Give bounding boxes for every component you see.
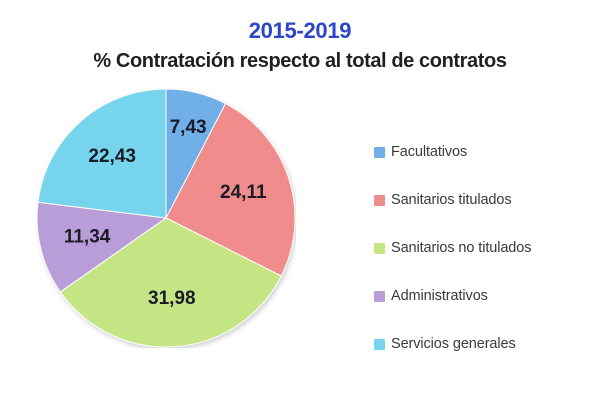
legend-item-label: Administrativos — [391, 288, 488, 304]
chart-legend: Facultativos Sanitarios titulados Sanitari… — [374, 128, 589, 368]
legend-color-swatch — [374, 290, 385, 302]
pie-slice — [37, 88, 167, 219]
pie-slice — [165, 102, 296, 277]
pie-data-labels: 7,43 24,11 31,98 11,34 22,43 — [64, 117, 267, 309]
pie-slices — [36, 88, 296, 348]
pie-svg: 7,43 24,11 31,98 11,34 22,43 — [36, 88, 296, 348]
legend-color-swatch — [374, 194, 385, 206]
legend-color-swatch — [374, 146, 385, 158]
legend-item: Sanitarios titulados — [374, 176, 589, 224]
chart-title: 2015-2019 — [248, 18, 352, 43]
pie-plot-area: 7,43 24,11 31,98 11,34 22,43 — [36, 88, 296, 348]
pie-slice-value-label: 11,34 — [64, 227, 111, 248]
legend-item: Administrativos — [374, 272, 589, 320]
pie-slice — [59, 217, 282, 348]
legend-item-label: Sanitarios no titulados — [391, 240, 532, 256]
legend-item: Servicios generales — [374, 320, 589, 368]
legend-item-label: Servicios generales — [391, 336, 516, 352]
pie-slice-value-label: 31,98 — [148, 288, 196, 309]
pie-slice-value-label: 7,43 — [170, 117, 207, 138]
pie-slice-value-label: 24,11 — [220, 182, 267, 203]
chart-subtitle: % Contratación respecto al total de cont… — [93, 50, 507, 72]
legend-item: Sanitarios no titulados — [374, 224, 589, 272]
pie-slice-value-label: 22,43 — [88, 146, 136, 167]
legend-color-swatch — [374, 242, 385, 254]
legend-color-swatch — [374, 338, 385, 350]
pie-slice — [36, 201, 168, 293]
legend-item: Facultativos — [374, 128, 589, 176]
legend-item-label: Sanitarios titulados — [391, 192, 512, 208]
legend-item-label: Facultativos — [391, 144, 468, 160]
